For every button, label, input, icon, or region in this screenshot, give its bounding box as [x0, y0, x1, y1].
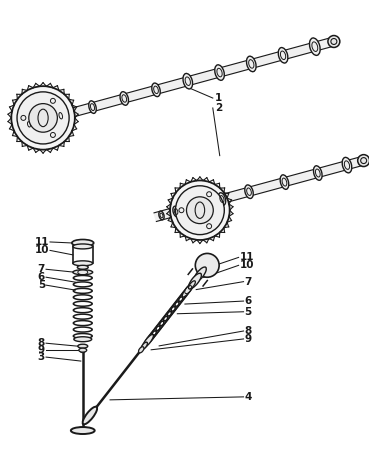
Text: 6: 6: [38, 272, 45, 282]
Text: 7: 7: [245, 276, 252, 286]
Text: 4: 4: [245, 392, 252, 402]
Text: 2: 2: [215, 103, 222, 113]
Text: 10: 10: [240, 260, 254, 270]
Ellipse shape: [83, 407, 97, 424]
Ellipse shape: [342, 157, 352, 173]
Circle shape: [11, 86, 75, 150]
Polygon shape: [154, 156, 365, 221]
Circle shape: [186, 197, 213, 224]
Ellipse shape: [26, 120, 32, 129]
Ellipse shape: [71, 427, 95, 434]
Ellipse shape: [215, 65, 224, 80]
Text: 8: 8: [38, 338, 45, 348]
Text: 3: 3: [38, 352, 45, 362]
Text: 9: 9: [245, 334, 252, 344]
Circle shape: [17, 92, 69, 144]
Text: 5: 5: [245, 307, 252, 317]
Text: 6: 6: [245, 296, 252, 306]
Ellipse shape: [245, 185, 253, 199]
Ellipse shape: [77, 266, 88, 269]
Ellipse shape: [80, 350, 85, 352]
Ellipse shape: [142, 334, 154, 348]
Ellipse shape: [246, 56, 256, 72]
Ellipse shape: [193, 200, 201, 212]
Text: 7: 7: [38, 264, 45, 274]
Ellipse shape: [278, 48, 288, 63]
Ellipse shape: [120, 92, 128, 105]
Ellipse shape: [188, 281, 195, 289]
Circle shape: [175, 186, 224, 235]
Ellipse shape: [72, 239, 94, 247]
Text: 11: 11: [34, 237, 49, 247]
Ellipse shape: [152, 83, 160, 96]
Text: 10: 10: [34, 246, 49, 256]
Ellipse shape: [218, 193, 226, 205]
Ellipse shape: [141, 342, 148, 350]
Ellipse shape: [313, 166, 322, 180]
Circle shape: [328, 36, 340, 48]
Ellipse shape: [78, 344, 88, 348]
Ellipse shape: [159, 211, 164, 220]
Circle shape: [29, 104, 57, 132]
Text: 5: 5: [38, 280, 45, 290]
Ellipse shape: [73, 261, 93, 266]
Text: 8: 8: [245, 326, 252, 336]
Text: 1: 1: [215, 93, 222, 103]
Text: 11: 11: [240, 252, 254, 262]
Ellipse shape: [183, 74, 192, 89]
Polygon shape: [15, 37, 335, 132]
Ellipse shape: [182, 282, 194, 297]
Ellipse shape: [73, 244, 93, 249]
Ellipse shape: [194, 267, 206, 283]
Ellipse shape: [73, 270, 93, 275]
Circle shape: [358, 155, 370, 167]
Ellipse shape: [280, 175, 289, 190]
Text: 9: 9: [38, 345, 45, 355]
Ellipse shape: [309, 38, 320, 56]
Ellipse shape: [189, 273, 201, 289]
Ellipse shape: [138, 347, 144, 353]
Ellipse shape: [89, 101, 96, 114]
Ellipse shape: [57, 110, 64, 122]
Ellipse shape: [74, 337, 92, 342]
Ellipse shape: [173, 206, 179, 217]
Circle shape: [170, 180, 230, 240]
Ellipse shape: [79, 348, 87, 352]
Ellipse shape: [195, 254, 219, 277]
